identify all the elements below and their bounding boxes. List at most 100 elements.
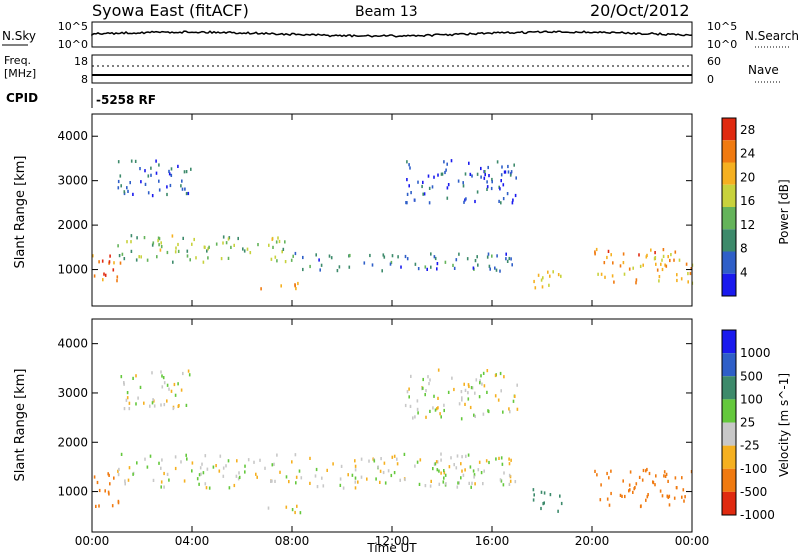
echo-cell xyxy=(152,398,154,402)
echo-cell xyxy=(483,469,485,473)
echo-cell xyxy=(123,190,126,194)
power-panel-frame xyxy=(91,113,693,307)
echo-cell xyxy=(279,470,281,474)
echo-cell xyxy=(654,483,656,487)
echo-cell xyxy=(505,252,507,256)
echo-cell xyxy=(461,398,463,402)
echo-cell xyxy=(120,184,122,188)
echo-cell xyxy=(120,452,123,456)
echo-cell xyxy=(98,488,101,493)
echo-cell xyxy=(467,391,469,395)
echo-cell xyxy=(146,258,149,262)
echo-cell xyxy=(128,407,131,411)
echo-cell xyxy=(507,164,509,169)
echo-cell xyxy=(500,201,502,205)
echo-cell xyxy=(412,416,414,420)
echo-cell xyxy=(150,166,152,170)
echo-cell xyxy=(119,174,122,178)
echo-cell xyxy=(406,201,408,205)
echo-cell xyxy=(136,236,138,240)
echo-cell xyxy=(139,167,141,171)
echo-cell xyxy=(479,381,481,385)
noise-tick-low-left: 10^0 xyxy=(58,38,88,51)
echo-cell xyxy=(233,243,235,247)
x-tick-label: 00:00 xyxy=(75,534,110,548)
echo-cell xyxy=(486,180,488,184)
echo-cell xyxy=(404,254,407,259)
echo-cell xyxy=(144,457,146,461)
date-label: 20/Oct/2012 xyxy=(590,1,690,20)
colorbar-frame xyxy=(721,117,737,297)
echo-cell xyxy=(101,259,104,263)
echo-cell xyxy=(180,184,182,188)
noise-tick-high-right: 10^5 xyxy=(707,20,737,33)
echo-cell xyxy=(537,273,540,277)
echo-cell xyxy=(299,511,302,515)
echo-cell xyxy=(186,249,189,253)
echo-cell xyxy=(166,399,168,403)
echo-cell xyxy=(632,266,634,270)
echo-cell xyxy=(408,395,410,399)
echo-cell xyxy=(366,477,368,481)
echo-cell xyxy=(377,465,379,469)
echo-cell xyxy=(446,162,448,166)
echo-cell xyxy=(238,471,240,475)
echo-cell xyxy=(486,185,489,189)
echo-cell xyxy=(157,239,159,243)
colorbar-swatch xyxy=(722,445,736,469)
echo-cell xyxy=(206,249,208,253)
echo-cell xyxy=(280,284,282,288)
echo-cell xyxy=(667,255,669,259)
echo-cell xyxy=(603,261,606,265)
echo-cell xyxy=(102,278,104,282)
echo-cell xyxy=(198,482,200,486)
echo-cell xyxy=(435,460,438,464)
echo-cell xyxy=(460,417,463,421)
echo-cell xyxy=(543,501,545,505)
echo-cell xyxy=(464,468,466,472)
echo-cell xyxy=(486,187,488,191)
echo-cell xyxy=(658,279,660,283)
echo-cell xyxy=(281,250,283,254)
echo-cell xyxy=(673,496,676,500)
echo-cell xyxy=(484,170,486,174)
echo-cell xyxy=(417,267,420,271)
echo-cell xyxy=(443,476,445,480)
colorbar-tick-label: 1000 xyxy=(740,346,771,360)
echo-cell xyxy=(642,263,644,267)
echo-cell xyxy=(219,454,222,458)
echo-cell xyxy=(494,266,496,270)
velocity-echo-cells xyxy=(93,368,693,515)
echo-cell xyxy=(421,387,423,391)
colorbar-swatch xyxy=(722,376,736,400)
echo-cell xyxy=(404,403,407,408)
echo-cell xyxy=(130,159,133,163)
echo-cell xyxy=(174,250,177,254)
echo-cell xyxy=(437,396,439,400)
noise-line xyxy=(91,30,693,38)
echo-cell xyxy=(511,263,513,267)
velocity-panel-frame xyxy=(91,318,693,533)
echo-cell xyxy=(408,184,410,188)
echo-cell xyxy=(255,472,257,476)
echo-cell xyxy=(477,263,479,267)
nsky-label: N.Sky xyxy=(2,29,36,43)
echo-cell xyxy=(533,279,535,284)
echo-cell xyxy=(391,455,394,459)
echo-cell xyxy=(128,401,131,405)
echo-cell xyxy=(610,491,612,496)
echo-cell xyxy=(471,174,473,178)
echo-cell xyxy=(477,468,480,472)
echo-cell xyxy=(406,390,409,394)
echo-cell xyxy=(264,466,266,470)
echo-cell xyxy=(95,504,97,508)
power-echo-cells xyxy=(92,159,694,291)
cpid-label: CPID xyxy=(6,91,38,105)
echo-cell xyxy=(461,396,463,400)
echo-cell xyxy=(628,489,630,493)
echo-cell xyxy=(150,173,152,177)
echo-cell xyxy=(663,474,665,478)
echo-cell xyxy=(425,415,427,419)
colorbar-swatch xyxy=(722,273,736,296)
